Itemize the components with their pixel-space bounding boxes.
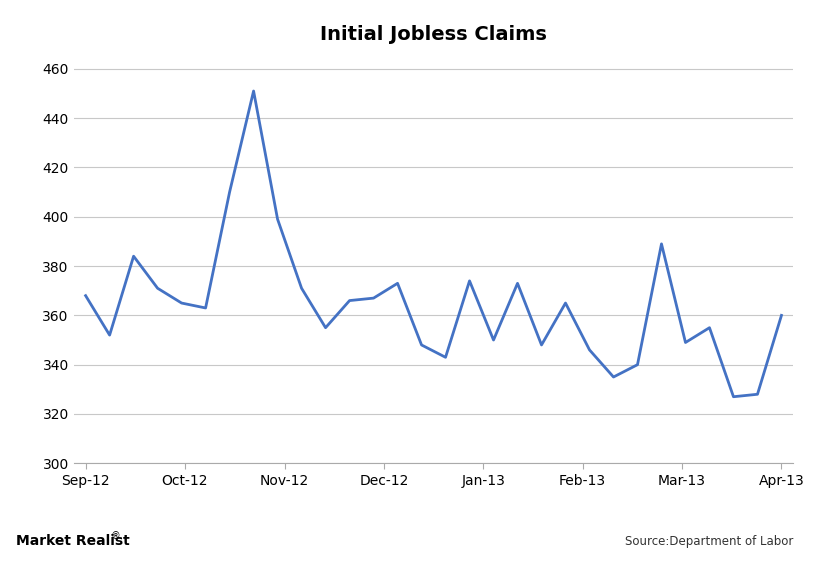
Text: Source:Department of Labor: Source:Department of Labor — [625, 535, 793, 548]
Text: ®: ® — [110, 531, 120, 541]
Text: Market Realist: Market Realist — [16, 534, 130, 548]
Title: Initial Jobless Claims: Initial Jobless Claims — [320, 25, 547, 44]
